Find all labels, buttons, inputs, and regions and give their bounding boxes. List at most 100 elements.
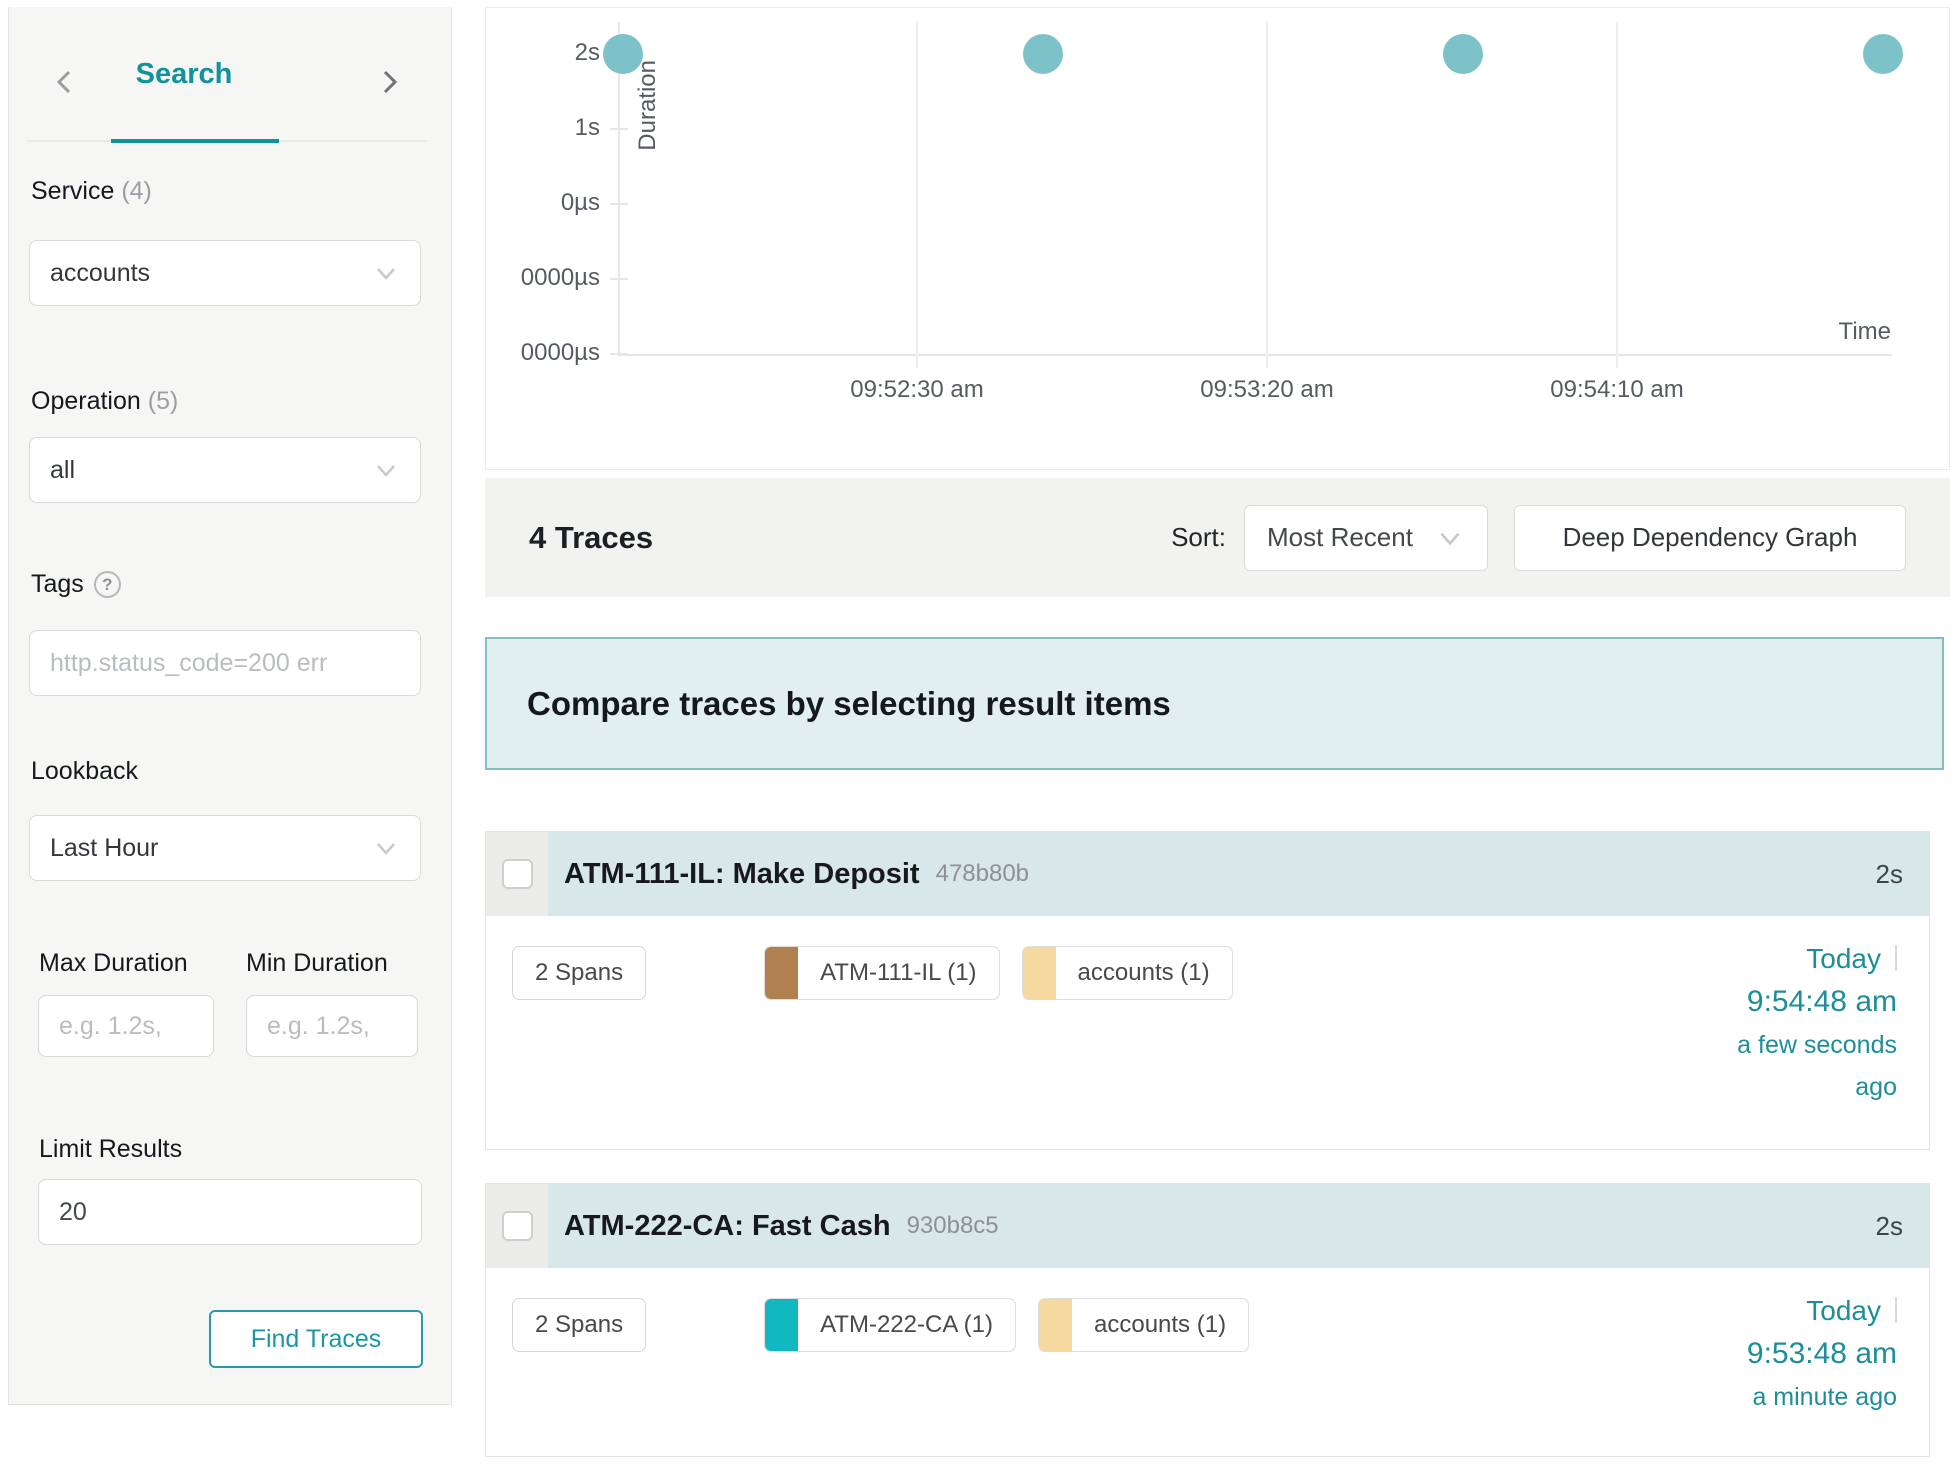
span-count-pill: 2 Spans: [512, 1298, 647, 1352]
compare-banner: Compare traces by selecting result items: [485, 637, 1944, 770]
x-axis-title: Time: [1838, 318, 1891, 345]
trace-header: ATM-222-CA: Fast Cash 930b8c5 2s: [486, 1184, 1929, 1268]
trace-id: 478b80b: [935, 860, 1030, 887]
x-gridline: [916, 22, 918, 368]
checkbox-strip: [486, 832, 548, 916]
operation-count: (5): [147, 387, 179, 415]
sort-label: Sort:: [1171, 522, 1226, 552]
compare-banner-text: Compare traces by selecting result items: [527, 684, 1171, 722]
trace-time: 9:54:48 am: [1746, 985, 1897, 1018]
chevron-down-icon: [377, 268, 395, 280]
tags-row: 2 Spans ATM-111-IL (1) accounts (1): [512, 946, 1255, 1000]
x-gridline: [1616, 22, 1618, 368]
tab-underline-track: [27, 139, 427, 143]
service-count: (4): [121, 177, 152, 205]
trace-header-main: ATM-222-CA: Fast Cash 930b8c5 2s: [548, 1184, 1929, 1268]
lookback-select-value: Last Hour: [50, 833, 159, 862]
y-axis-title: Duration: [634, 60, 661, 151]
trace-relative-time: ago: [1855, 1073, 1897, 1101]
trace-checkbox[interactable]: [501, 1211, 533, 1241]
y-tick-label: 0000µs: [520, 339, 600, 366]
service-select[interactable]: accounts: [29, 240, 421, 306]
scatter-point[interactable]: [1863, 34, 1903, 74]
trace-title: ATM-111-IL: Make Deposit: [564, 857, 920, 890]
trace-title: ATM-222-CA: Fast Cash: [564, 1209, 891, 1242]
trace-body: 2 Spans ATM-111-IL (1) accounts (1) Toda…: [486, 916, 1929, 1149]
trace-checkbox[interactable]: [501, 859, 533, 889]
checkbox-strip: [486, 1184, 548, 1268]
x-axis-line: [618, 354, 1892, 356]
sort-select[interactable]: Most Recent: [1244, 504, 1488, 571]
limit-results-input[interactable]: [38, 1179, 422, 1245]
trace-date: Today: [1806, 943, 1881, 974]
trace-header: ATM-111-IL: Make Deposit 478b80b 2s: [486, 832, 1929, 916]
operation-label: Operation (5): [31, 387, 179, 415]
tags-input[interactable]: [29, 630, 421, 696]
service-pill: ATM-111-IL (1): [764, 946, 1000, 1000]
scatter-point[interactable]: [1443, 34, 1483, 74]
chevron-down-icon: [377, 843, 395, 855]
trace-relative-time: a few seconds: [1737, 1031, 1897, 1059]
trace-result-item[interactable]: ATM-111-IL: Make Deposit 478b80b 2s 2 Sp…: [485, 831, 1930, 1150]
find-traces-button[interactable]: Find Traces: [209, 1310, 423, 1368]
service-color-chip: [765, 947, 799, 999]
service-pill-label: ATM-111-IL (1): [820, 959, 977, 986]
service-pill: accounts (1): [1038, 1298, 1250, 1352]
trace-duration: 2s: [1875, 1210, 1903, 1241]
chevron-down-icon: [377, 465, 395, 477]
x-tick-label: 09:53:20 am: [1200, 376, 1334, 403]
tab-search[interactable]: Search: [135, 58, 233, 90]
service-pill-label: ATM-222-CA (1): [820, 1311, 993, 1338]
trace-result-item[interactable]: ATM-222-CA: Fast Cash 930b8c5 2s 2 Spans…: [485, 1183, 1930, 1457]
trace-date: Today: [1806, 1295, 1881, 1326]
service-pill: accounts (1): [1021, 946, 1233, 1000]
results-bar: 4 Traces Sort: Most Recent Deep Dependen…: [485, 478, 1950, 597]
lookback-select[interactable]: Last Hour: [29, 815, 421, 881]
chevron-right-icon[interactable]: [371, 64, 407, 100]
search-sidebar: Search Service (4) accounts Operation (5…: [8, 7, 452, 1405]
service-color-chip: [1039, 1299, 1072, 1351]
help-icon[interactable]: ?: [93, 571, 121, 598]
duration-scatter-chart: Duration Time 2s 1s 0µs 0000µs 0000µs 09:52:3…: [485, 7, 1950, 470]
trace-id: 930b8c5: [906, 1212, 999, 1239]
max-duration-label: Max Duration: [39, 949, 188, 977]
date-separator: [1895, 945, 1897, 971]
trace-body: 2 Spans ATM-222-CA (1) accounts (1) Toda…: [486, 1268, 1929, 1456]
trace-count: 4 Traces: [529, 519, 654, 555]
x-tick-label: 09:54:10 am: [1550, 376, 1684, 403]
scatter-point[interactable]: [603, 34, 643, 74]
deep-dependency-graph-button[interactable]: Deep Dependency Graph: [1514, 504, 1906, 571]
chevron-down-icon: [1440, 532, 1460, 545]
y-tick-label: 2s: [574, 39, 600, 66]
service-pill: ATM-222-CA (1): [764, 1298, 1016, 1352]
x-gridline: [1266, 22, 1268, 368]
y-axis-tick: [610, 203, 628, 205]
date-separator: [1895, 1297, 1897, 1323]
lookback-label: Lookback: [31, 757, 139, 785]
tags-label: Tags?: [31, 570, 121, 599]
y-tick-label: 0µs: [560, 189, 600, 216]
max-duration-input[interactable]: [38, 995, 214, 1057]
trace-relative-time: a minute ago: [1752, 1383, 1897, 1411]
min-duration-input[interactable]: [246, 995, 418, 1057]
trace-time: 9:53:48 am: [1746, 1337, 1897, 1370]
service-pill-label: accounts (1): [1094, 1311, 1227, 1338]
min-duration-label: Min Duration: [246, 949, 388, 977]
chevron-left-icon[interactable]: [47, 64, 83, 100]
sidebar-nav: Search: [9, 50, 451, 110]
y-axis-line: [618, 22, 620, 356]
service-select-value: accounts: [50, 258, 151, 287]
sort-select-value: Most Recent: [1267, 522, 1413, 552]
trace-header-main: ATM-111-IL: Make Deposit 478b80b 2s: [548, 832, 1929, 916]
scatter-point[interactable]: [1023, 34, 1063, 74]
service-color-chip: [765, 1299, 799, 1351]
x-tick-label: 09:52:30 am: [850, 376, 984, 403]
y-tick-label: 0000µs: [520, 264, 600, 291]
service-pill-label: accounts (1): [1077, 959, 1210, 986]
service-label: Service (4): [31, 177, 152, 205]
service-color-chip: [1022, 947, 1056, 999]
operation-select[interactable]: all: [29, 437, 421, 503]
trace-duration: 2s: [1875, 858, 1903, 889]
y-tick-label: 1s: [574, 114, 600, 141]
